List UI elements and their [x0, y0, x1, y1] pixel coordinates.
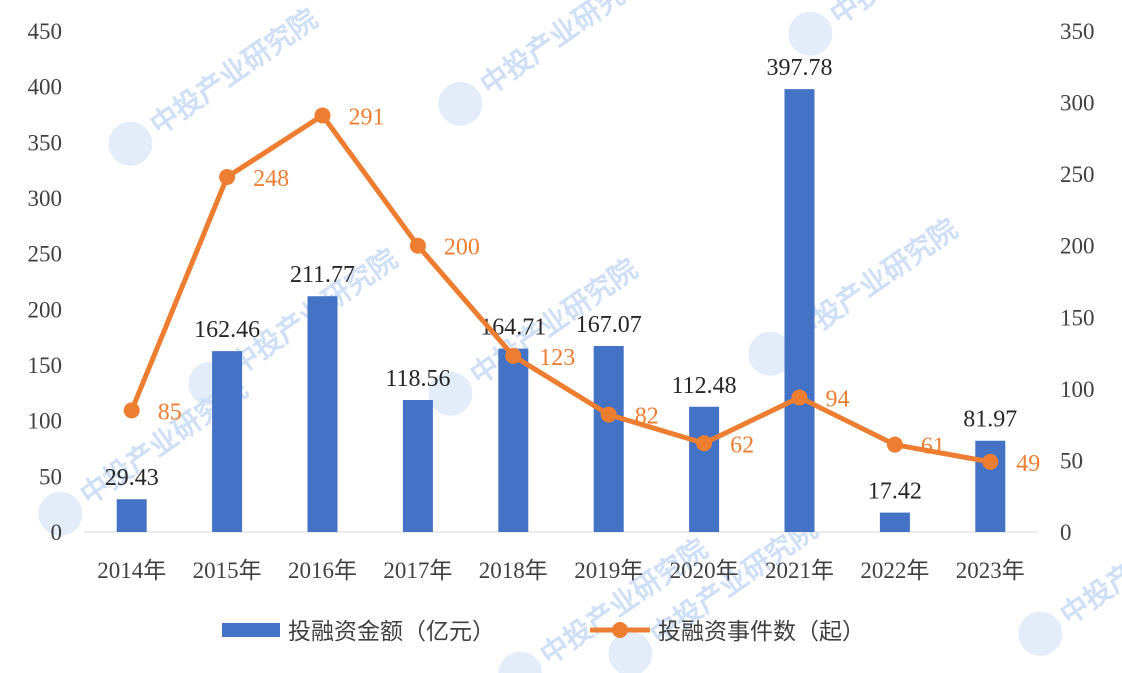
y-left-tick-label: 100: [28, 409, 63, 434]
bar: [784, 89, 815, 532]
bar: [689, 406, 720, 532]
watermark: 中投产业研究院: [1018, 492, 1122, 656]
line-value-label: 49: [1016, 451, 1040, 477]
legend: 投融资金额（亿元） 投融资事件数（起）: [222, 619, 865, 644]
bar-value-label: 29.43: [105, 465, 159, 491]
line-point: [314, 107, 331, 124]
bar-value-label: 167.07: [576, 312, 642, 338]
bar: [116, 499, 147, 532]
y-left-tick-label: 150: [28, 353, 63, 378]
watermark: 中投产业研究院: [108, 2, 324, 166]
x-tick-label: 2018年: [479, 558, 548, 583]
line-point: [505, 347, 522, 364]
watermark-logo-icon: [608, 631, 653, 673]
bar-value-label: 17.42: [868, 479, 922, 505]
y-right-tick-label: 200: [1060, 234, 1095, 259]
bar: [498, 348, 529, 532]
y-right-tick-label: 50: [1060, 448, 1083, 473]
legend-bar-swatch: [222, 623, 280, 637]
y-right-tick-label: 150: [1060, 305, 1095, 330]
y-left-tick-label: 250: [28, 242, 63, 267]
y-left-tick-label: 450: [28, 19, 63, 44]
legend-line-label: 投融资事件数（起）: [658, 619, 865, 644]
watermark-logo-icon: [108, 121, 153, 166]
y-left-tick-label: 300: [28, 186, 63, 211]
bar: [593, 345, 624, 532]
legend-bar-label: 投融资金额（亿元）: [288, 619, 495, 644]
watermark-logo-icon: [38, 491, 83, 536]
y-left-tick-label: 200: [28, 297, 63, 322]
line-point: [409, 237, 426, 254]
bar-value-label: 211.77: [290, 262, 355, 288]
right-y-axis: 0 50 100 150 200 250 300 350: [1060, 19, 1095, 545]
line-value-label: 62: [730, 432, 754, 458]
watermark-logo-icon: [1018, 611, 1063, 656]
line-value-label: 123: [539, 345, 575, 371]
watermark-logo-icon: [428, 371, 473, 416]
x-tick-label: 2017年: [383, 558, 452, 583]
line-series: [123, 107, 999, 470]
x-tick-label: 2014年: [97, 558, 166, 583]
watermark-logo-icon: [788, 11, 833, 56]
x-tick-label: 2019年: [574, 558, 643, 583]
x-tick-label: 2021年: [765, 558, 834, 583]
bar-value-label: 112.48: [672, 373, 737, 399]
bar-value-label: 162.46: [194, 317, 260, 343]
x-axis: 2014年 2015年 2016年 2017年 2018年 2019年 2020年 2021年…: [97, 558, 1025, 583]
x-tick-label: 2023年: [956, 558, 1025, 583]
y-left-tick-label: 0: [51, 520, 63, 545]
line-value-label: 61: [921, 434, 945, 460]
bar: [402, 400, 433, 532]
watermark-text: 中投产业研究院: [1054, 492, 1122, 631]
line-point: [123, 402, 140, 419]
line-point: [791, 389, 808, 406]
x-tick-label: 2016年: [288, 558, 357, 583]
watermark-text: 中投产业研究院: [144, 2, 323, 141]
line-value-label: 85: [158, 399, 182, 425]
bar-value-label: 397.78: [767, 55, 833, 81]
watermark-logo-icon: [438, 81, 483, 126]
line-value-label: 248: [253, 166, 289, 192]
y-left-tick-label: 50: [39, 464, 62, 489]
y-right-tick-label: 350: [1060, 19, 1095, 44]
y-right-tick-label: 0: [1060, 520, 1072, 545]
x-tick-label: 2015年: [193, 558, 262, 583]
line-value-label: 291: [349, 104, 385, 130]
watermark-logo-icon: [748, 331, 793, 376]
line-value-label: 94: [826, 386, 850, 412]
line-point: [696, 435, 713, 452]
x-tick-label: 2020年: [670, 558, 739, 583]
y-right-tick-label: 300: [1060, 91, 1095, 116]
line-data-labels: 85 248 291 200 123 82 62 94 61 49: [158, 104, 1041, 476]
line-value-label: 200: [444, 235, 480, 261]
line-point: [982, 453, 999, 470]
y-right-tick-label: 250: [1060, 162, 1095, 187]
y-right-tick-label: 100: [1060, 377, 1095, 402]
bar-value-label: 81.97: [963, 407, 1017, 433]
line-point: [219, 169, 236, 186]
line-value-label: 82: [635, 404, 659, 430]
y-left-tick-label: 400: [28, 75, 63, 100]
bar: [879, 512, 910, 532]
watermark-text: 中投产业研究院: [474, 0, 653, 102]
bar: [307, 296, 338, 532]
line-path: [129, 112, 991, 465]
watermark-logo-icon: [498, 651, 543, 673]
watermark: 中投产业研究院: [748, 212, 964, 376]
bar-value-label: 118.56: [385, 366, 450, 392]
x-tick-label: 2022年: [860, 558, 929, 583]
y-left-tick-label: 350: [28, 130, 63, 155]
watermark-text: 中投产业研究院: [824, 0, 1003, 32]
left-y-axis: 0 50 100 150 200 250 300 350 400 450: [28, 19, 63, 545]
legend-line-marker: [612, 622, 628, 638]
watermark: 中投产业研究院: [438, 0, 654, 126]
line-point: [600, 406, 617, 423]
bar: [212, 351, 243, 532]
line-point: [886, 436, 903, 453]
bar-series: [116, 89, 1006, 532]
